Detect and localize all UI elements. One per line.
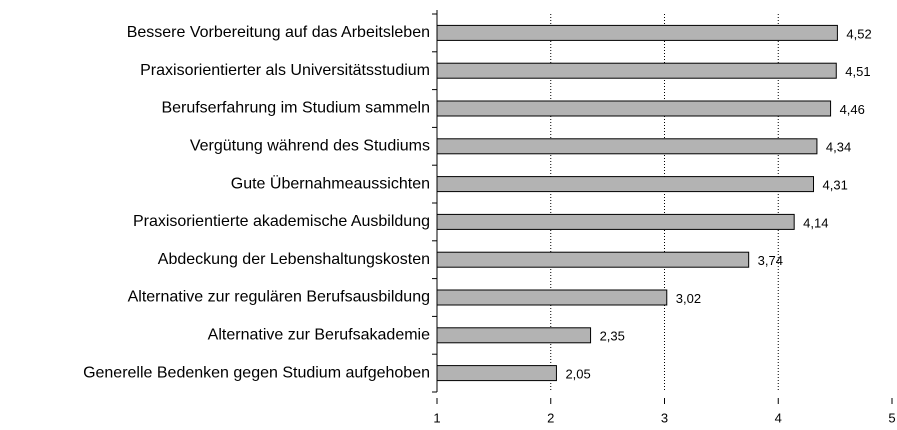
bar xyxy=(436,327,592,344)
bar xyxy=(436,251,750,268)
category-label: Alternative zur regulären Berufsausbildu… xyxy=(128,289,430,306)
category-label: Praxisorientierte akademische Ausbildung xyxy=(133,213,430,230)
bar xyxy=(436,24,838,41)
category-label: Vergütung während des Studiums xyxy=(190,138,430,155)
x-tick-label: 5 xyxy=(888,410,895,425)
x-tick-label: 1 xyxy=(433,410,440,425)
value-label: 2,35 xyxy=(600,329,625,344)
bar xyxy=(436,213,795,230)
x-tick-label: 4 xyxy=(775,410,782,425)
value-label: 4,14 xyxy=(803,215,828,230)
category-label: Berufserfahrung im Studium sammeln xyxy=(161,100,430,117)
x-tick-label: 2 xyxy=(547,410,554,425)
category-label: Gute Übernahmeaussichten xyxy=(231,174,430,192)
bar xyxy=(436,100,832,117)
bar xyxy=(436,138,818,155)
category-label: Praxisorientierter als Universitätsstudi… xyxy=(140,62,430,79)
value-label: 3,74 xyxy=(758,253,783,268)
bar xyxy=(436,176,815,193)
category-label: Abdeckung der Lebenshaltungskosten xyxy=(158,251,430,268)
category-label: Generelle Bedenken gegen Studium aufgeho… xyxy=(83,364,430,381)
category-label: Alternative zur Berufsakademie xyxy=(208,327,430,344)
value-label: 4,31 xyxy=(823,178,848,193)
bar xyxy=(436,365,557,382)
value-label: 3,02 xyxy=(676,291,701,306)
bar xyxy=(436,62,837,79)
value-label: 4,51 xyxy=(845,64,870,79)
value-label: 2,05 xyxy=(565,367,590,382)
value-label: 4,52 xyxy=(846,26,871,41)
value-label: 4,34 xyxy=(826,140,851,155)
x-tick-label: 3 xyxy=(661,410,668,425)
category-label: Bessere Vorbereitung auf das Arbeitslebe… xyxy=(127,24,430,41)
value-label: 4,46 xyxy=(840,102,865,117)
bar xyxy=(436,289,668,306)
